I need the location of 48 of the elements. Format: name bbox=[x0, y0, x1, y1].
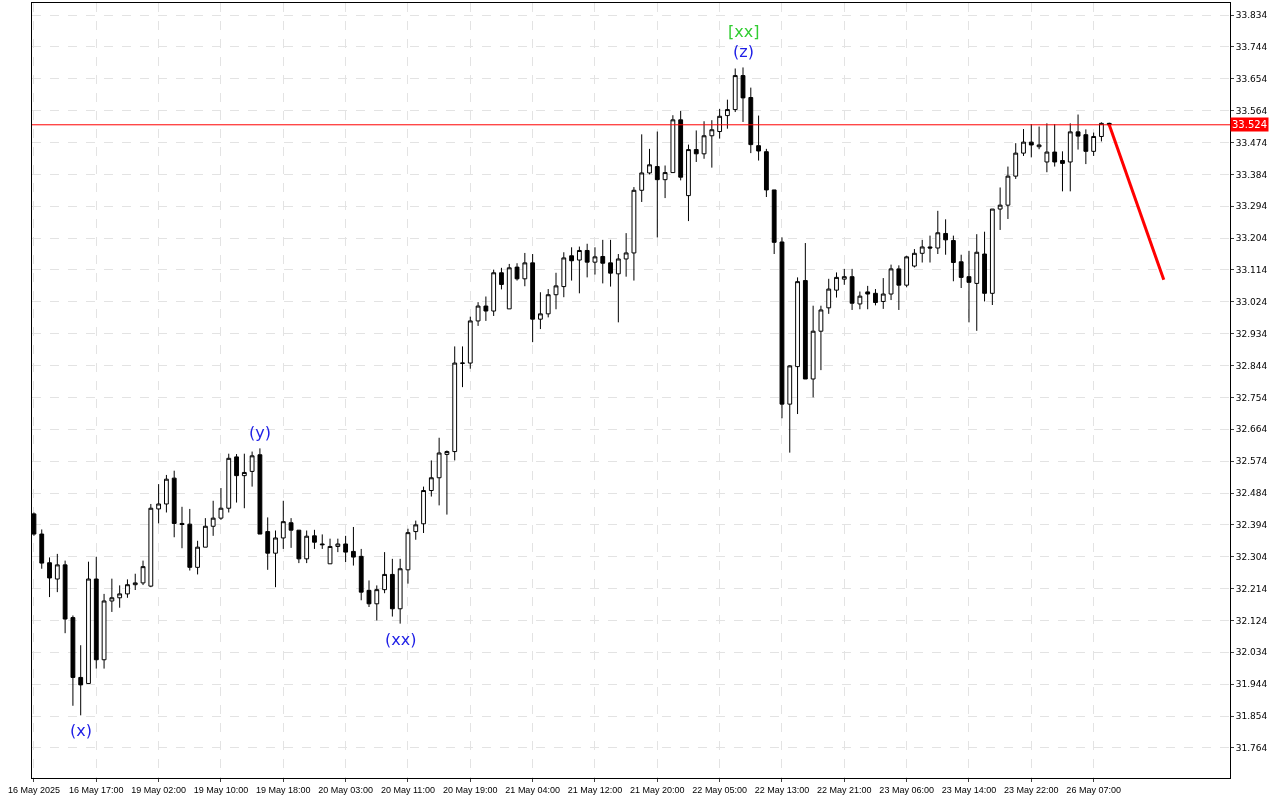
y-tick-label: 32.934 bbox=[1235, 328, 1268, 339]
y-tick-label: 32.124 bbox=[1235, 615, 1268, 626]
x-tick-label: 21 May 12:00 bbox=[567, 784, 623, 795]
x-tick-label: 22 May 05:00 bbox=[692, 784, 747, 795]
y-tick-label: 33.654 bbox=[1235, 73, 1268, 84]
y-tick-label: 32.574 bbox=[1235, 456, 1268, 467]
y-tick-label: 32.304 bbox=[1235, 551, 1268, 562]
y-tick-label: 33.834 bbox=[1235, 10, 1268, 21]
annotation: [xx] bbox=[728, 22, 760, 41]
x-tick-label: 21 May 20:00 bbox=[630, 784, 685, 795]
y-tick-label: 33.744 bbox=[1235, 42, 1268, 53]
x-tick-label: 22 May 21:00 bbox=[817, 784, 872, 795]
x-tick-label: 21 May 04:00 bbox=[505, 784, 560, 795]
y-tick-label: 31.944 bbox=[1235, 679, 1268, 690]
annotation: (xx) bbox=[385, 630, 417, 649]
y-tick-label: 31.854 bbox=[1235, 711, 1268, 722]
annotation: (z) bbox=[733, 42, 754, 61]
x-tick-label: 20 May 11:00 bbox=[381, 784, 435, 795]
y-tick-label: 32.214 bbox=[1235, 583, 1268, 594]
y-tick-label: 33.024 bbox=[1235, 296, 1268, 307]
y-tick-label: 33.294 bbox=[1235, 201, 1268, 212]
x-tick-label: 22 May 13:00 bbox=[754, 784, 810, 795]
y-tick-label: 33.204 bbox=[1235, 233, 1268, 244]
x-tick-label: 23 May 06:00 bbox=[879, 784, 934, 795]
x-tick-label: 23 May 22:00 bbox=[1004, 784, 1059, 795]
y-tick-label: 32.664 bbox=[1235, 424, 1268, 435]
annotation: (x) bbox=[70, 721, 92, 740]
x-tick-label: 20 May 19:00 bbox=[443, 784, 498, 795]
x-tick-label: 26 May 07:00 bbox=[1066, 784, 1121, 795]
x-tick-label: 19 May 02:00 bbox=[131, 784, 186, 795]
y-tick-label: 33.564 bbox=[1235, 105, 1268, 116]
y-tick-label: 32.754 bbox=[1235, 392, 1268, 403]
x-tick-label: 20 May 03:00 bbox=[318, 784, 373, 795]
x-tick-label: 23 May 14:00 bbox=[941, 784, 997, 795]
y-tick-label: 31.764 bbox=[1235, 743, 1268, 754]
y-tick-label: 33.474 bbox=[1235, 137, 1268, 148]
x-tick-label: 19 May 10:00 bbox=[193, 784, 249, 795]
y-tick-label: 32.034 bbox=[1235, 647, 1268, 658]
y-tick-label: 33.384 bbox=[1235, 169, 1268, 180]
x-tick-label: 19 May 18:00 bbox=[256, 784, 311, 795]
y-tick-label: 32.484 bbox=[1235, 488, 1268, 499]
x-tick-label: 16 May 17:00 bbox=[69, 784, 124, 795]
y-tick-label: 32.394 bbox=[1235, 520, 1268, 531]
annotation: (y) bbox=[249, 423, 271, 442]
y-tick-label: 33.114 bbox=[1235, 265, 1268, 276]
ref-line-label: 33.524 bbox=[1232, 119, 1267, 130]
y-tick-label: 32.844 bbox=[1235, 360, 1268, 371]
x-tick-label: 16 May 2025 bbox=[7, 784, 60, 795]
